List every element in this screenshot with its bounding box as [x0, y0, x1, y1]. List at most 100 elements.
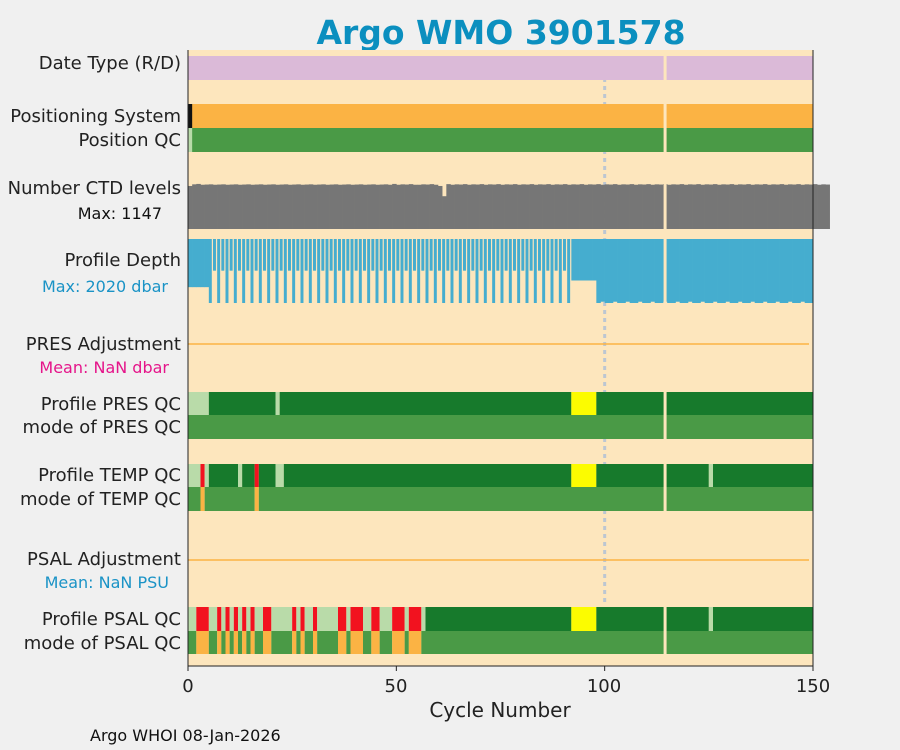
profile-depth-bar — [713, 239, 718, 302]
ctd-level-bar — [300, 184, 305, 229]
ctd-level-bar — [504, 184, 510, 229]
ctd-level-bar — [475, 184, 480, 229]
ctd-level-bar — [483, 184, 489, 229]
pres-profile-qc-segment — [275, 392, 280, 415]
profile-depth-bar — [588, 239, 593, 281]
profile-depth-bar — [371, 239, 375, 271]
profile-depth-bar — [733, 239, 739, 303]
profile-depth-bar — [446, 239, 450, 271]
profile-depth-bar — [683, 239, 689, 303]
ctd-level-bar — [508, 184, 514, 229]
ctd-level-bar — [467, 184, 472, 229]
positioning-system-strip — [188, 104, 813, 128]
ctd-level-bar — [558, 184, 564, 229]
profile-depth-bar — [375, 239, 379, 303]
ctd-level-bar — [371, 184, 376, 229]
profile-depth-bar — [783, 239, 789, 303]
ctd-level-bar — [258, 184, 264, 229]
profile-depth-bar — [304, 239, 308, 271]
label-psal-mean: Mean: NaN PSU — [45, 573, 169, 592]
psal-profile-qc-segment — [300, 607, 305, 631]
ctd-level-bar — [492, 184, 497, 229]
profile-depth-bar — [642, 239, 647, 303]
ctd-level-bar — [433, 184, 439, 229]
ctd-level-bar — [404, 184, 410, 229]
psal-profile-qc-segment — [250, 607, 255, 631]
label-mode-pres-qc: mode of PRES QC — [23, 417, 181, 438]
psal-mode-qc-segment — [254, 631, 263, 654]
profile-depth-bar — [525, 239, 529, 303]
profile-depth-bar — [600, 239, 605, 302]
ctd-level-bar — [675, 184, 680, 229]
profile-depth-bar — [596, 239, 601, 303]
psal-mode-qc-segment — [296, 631, 301, 654]
profile-depth-bar — [421, 239, 425, 271]
ctd-level-bar — [671, 184, 676, 229]
ctd-level-bar — [588, 184, 593, 229]
ctd-level-bar — [442, 196, 447, 229]
profile-depth-bar — [754, 239, 760, 303]
profile-depth-bar — [808, 239, 814, 303]
ctd-level-bar — [350, 184, 355, 229]
ctd-level-bar — [546, 184, 551, 229]
profile-depth-bar — [650, 239, 655, 302]
profile-depth-bar — [742, 239, 747, 303]
profile-depth-bar — [571, 239, 576, 281]
x-tick-label: 100 — [587, 676, 621, 697]
profile-depth-bar — [200, 239, 205, 288]
temp-profile-qc-segment — [283, 464, 572, 487]
ctd-level-bar — [733, 184, 739, 229]
label-pres-adjustment: PRES Adjustment — [26, 334, 181, 355]
profile-depth-bar — [771, 239, 776, 303]
psal-mode-qc-segment — [379, 631, 393, 654]
profile-depth-bar — [192, 239, 197, 288]
temp-profile-qc-segment — [188, 464, 201, 487]
ctd-level-bar — [204, 184, 210, 229]
profile-depth-bar — [779, 239, 785, 303]
ctd-level-bar — [758, 184, 764, 229]
missing-cycle-gap — [663, 56, 667, 80]
ctd-level-bar — [708, 184, 714, 229]
missing-cycle-gap — [663, 183, 667, 229]
profile-depth-bar — [475, 239, 479, 303]
ctd-level-bar — [500, 184, 505, 229]
ctd-level-bar — [296, 184, 301, 229]
profile-depth-bar — [246, 239, 250, 271]
ctd-level-bar — [792, 184, 797, 229]
ctd-level-bar — [383, 184, 389, 229]
profile-depth-bar — [496, 239, 500, 271]
ctd-level-bar — [650, 184, 655, 229]
profile-depth-bar — [196, 239, 201, 288]
ctd-level-bar — [458, 184, 464, 229]
profile-depth-bar — [613, 239, 618, 302]
psal-profile-qc-segment — [363, 607, 372, 631]
ctd-level-bar — [229, 184, 235, 229]
ctd-level-bar — [688, 184, 693, 229]
psal-mode-qc-segment — [304, 631, 313, 654]
ctd-level-bar — [596, 184, 601, 229]
ctd-level-bar — [308, 184, 314, 229]
credit-text: Argo WHOI 08-Jan-2026 — [90, 726, 281, 745]
ctd-level-bar — [525, 184, 530, 229]
psal-mode-qc-segment — [404, 631, 409, 654]
ctd-level-bar — [317, 184, 322, 229]
ctd-level-bar — [613, 184, 618, 229]
profile-depth-bar — [283, 239, 287, 303]
profile-depth-bar — [238, 239, 241, 271]
temp-profile-qc-segment — [571, 464, 597, 487]
psal-profile-qc-segment — [596, 607, 709, 631]
profile-depth-bar — [379, 239, 383, 271]
psal-mode-qc-segment — [313, 631, 318, 654]
ctd-level-bar — [813, 184, 818, 229]
missing-cycle-gap — [663, 239, 667, 303]
ctd-level-bar — [271, 184, 276, 229]
profile-depth-bar — [392, 239, 396, 303]
ctd-level-bar — [196, 183, 201, 229]
ctd-level-bar — [354, 184, 360, 229]
pres-profile-qc-segment — [208, 392, 276, 415]
ctd-level-bar — [417, 184, 422, 229]
label-mode-psal-qc: mode of PSAL QC — [24, 633, 181, 654]
profile-depth-bar — [458, 239, 462, 303]
profile-depth-bar — [700, 239, 705, 302]
ctd-level-bar — [454, 184, 460, 229]
